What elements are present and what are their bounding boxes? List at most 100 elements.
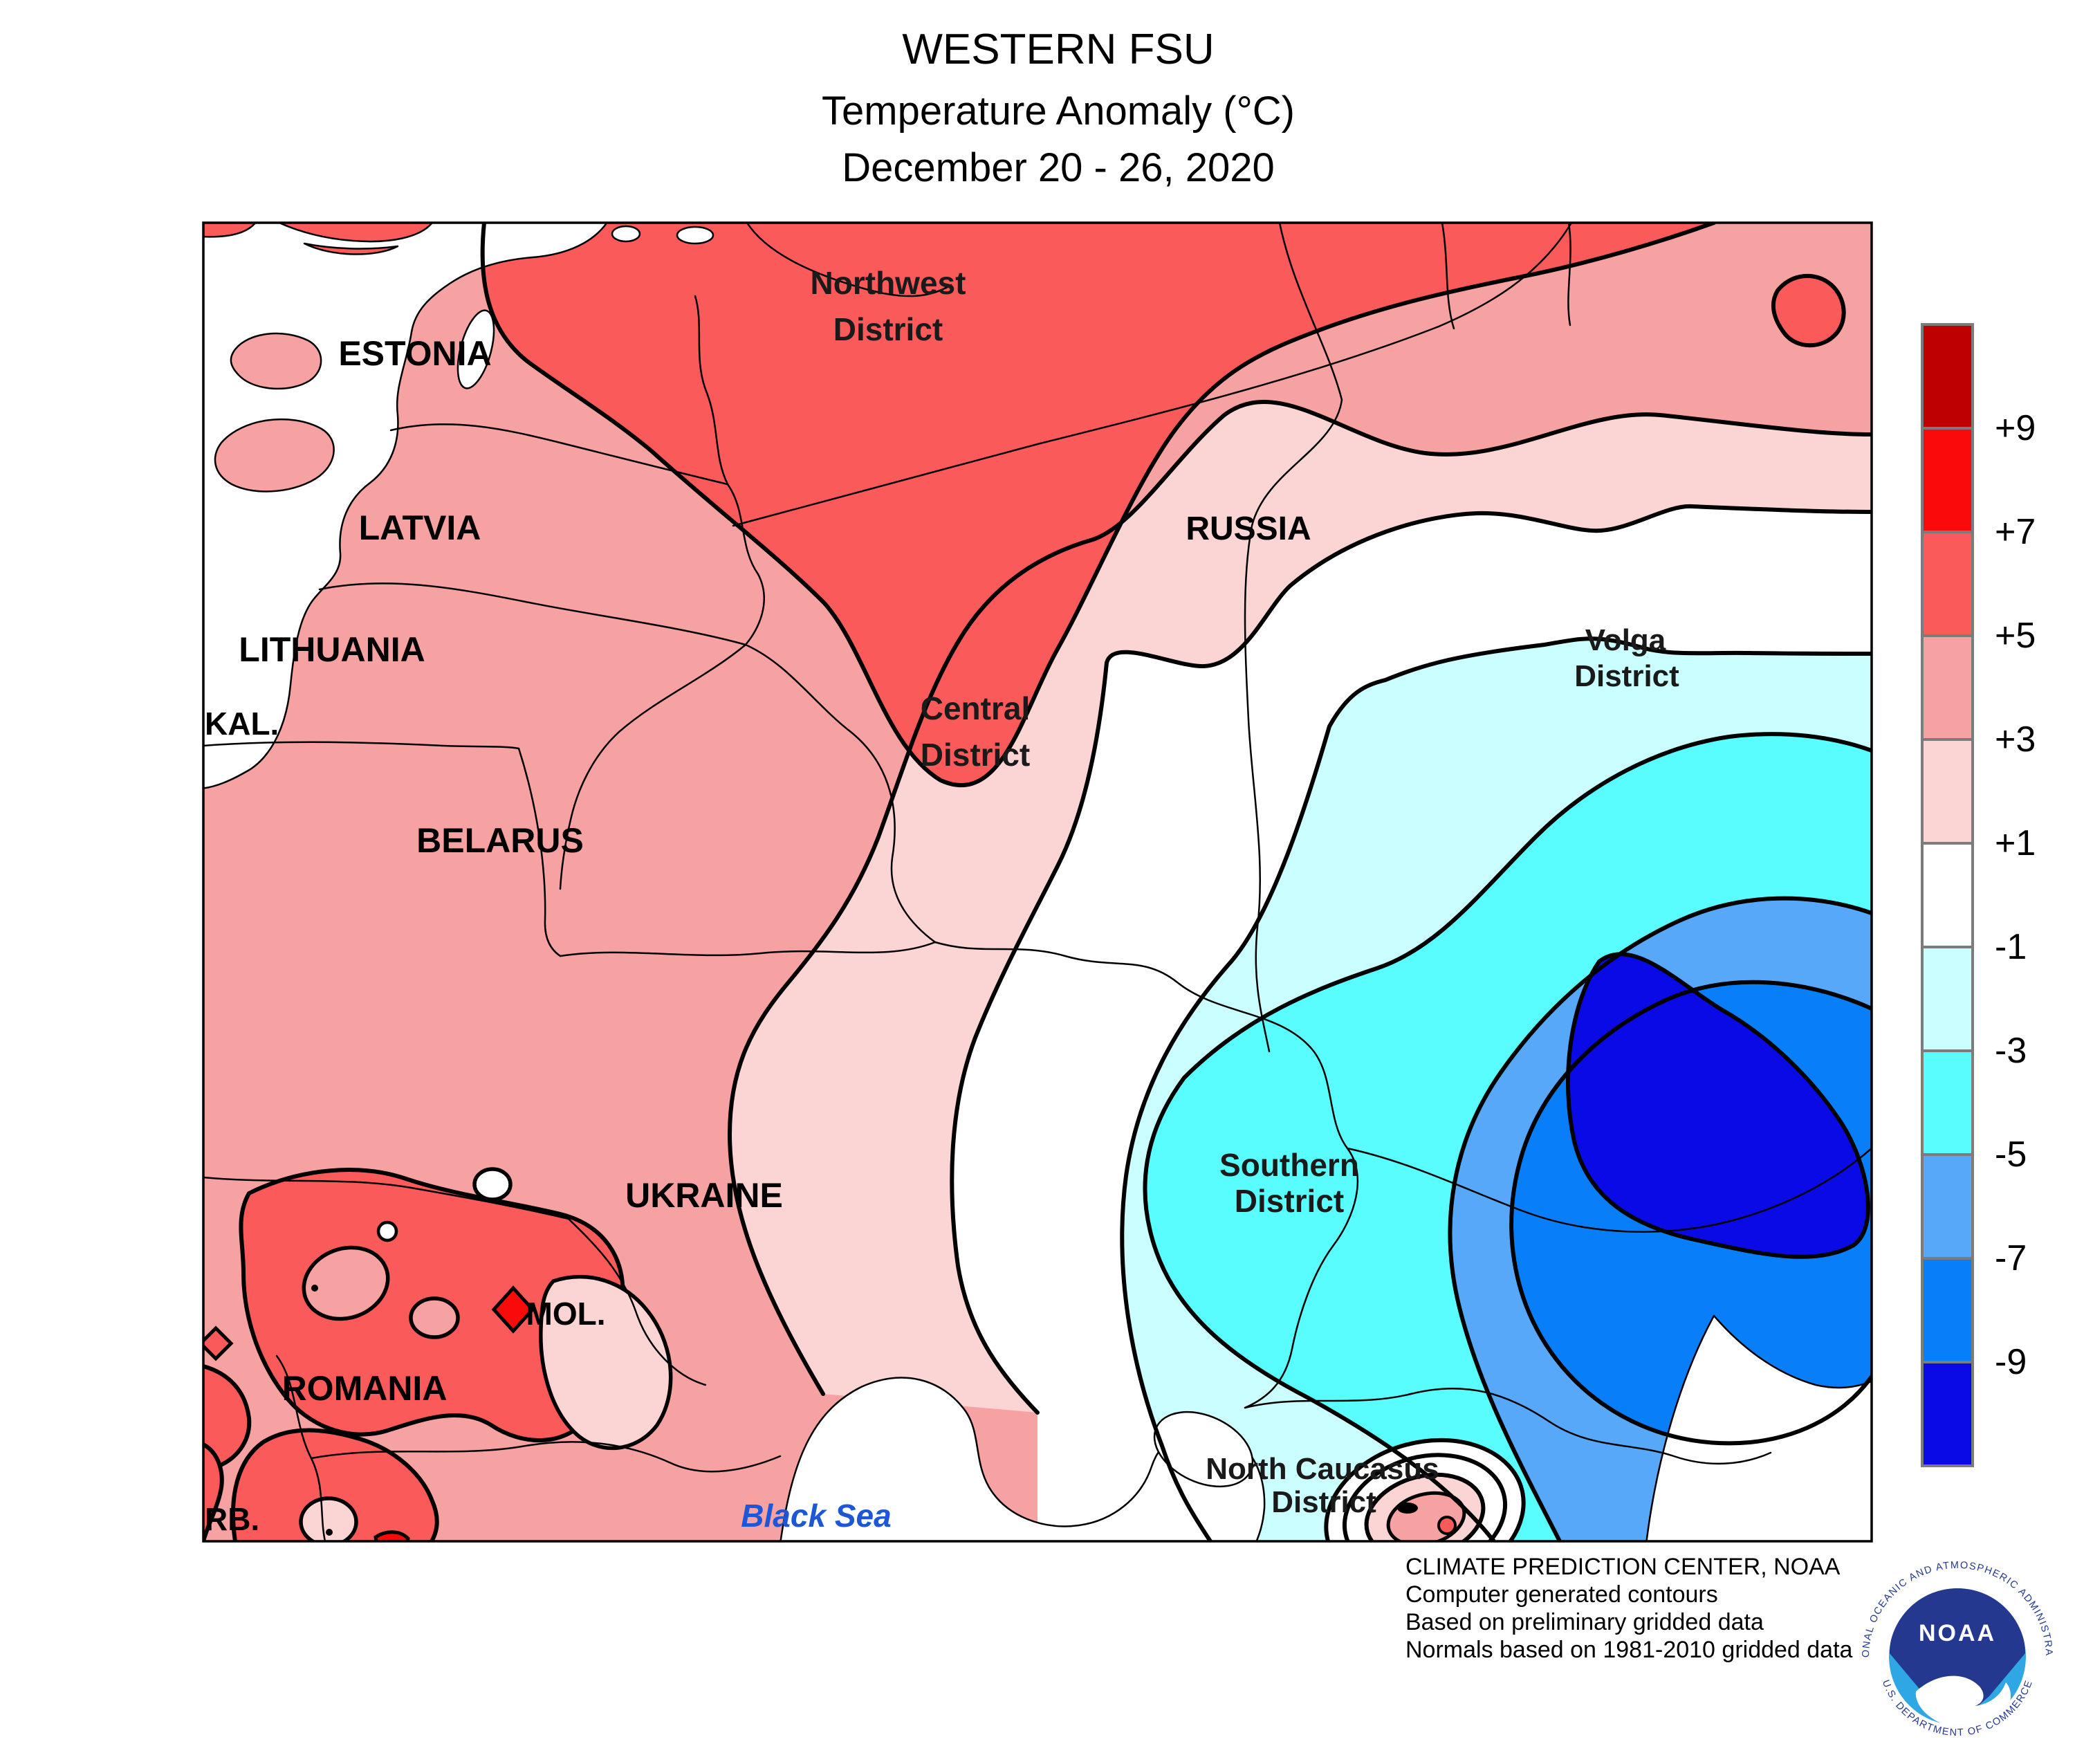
credit-line-2: Computer generated contours: [1405, 1581, 1718, 1608]
label-volga-district-1: Volga: [1585, 623, 1666, 657]
contour-plus1: [950, 504, 1872, 1415]
region-red-oval: [1771, 273, 1846, 348]
lake-onega: [676, 226, 714, 245]
legend-label-m5: -5: [1995, 1134, 2027, 1175]
label-serbia: RB.: [205, 1501, 259, 1537]
label-romania: ROMANIA: [282, 1369, 448, 1408]
border-kaliningrad-poland: [203, 741, 520, 750]
bullseye-red-dot: [1437, 1516, 1457, 1535]
dot-carpathians: [311, 1285, 318, 1292]
legend-cell-3: [1921, 634, 1974, 741]
legend-cell-8: [1921, 1153, 1974, 1260]
credits-block: CLIMATE PREDICTION CENTER, NOAA Computer…: [1405, 1554, 1853, 1663]
legend-label-m3: -3: [1995, 1031, 2027, 1071]
label-estonia: ESTONIA: [338, 334, 491, 373]
enclave-white-tiny: [376, 1220, 398, 1242]
noaa-logo-acronym: NOAA: [1919, 1620, 1996, 1646]
legend-label-p5: +5: [1995, 616, 2036, 656]
contour-minus9: [1566, 952, 1870, 1259]
map-frame: [202, 221, 1873, 1543]
legend-label-m1: -1: [1995, 927, 2027, 967]
contour-lines: [480, 223, 1872, 1541]
label-moldova: MOL.: [526, 1296, 606, 1332]
legend-label-p9: +9: [1995, 408, 2036, 448]
label-latvia: LATVIA: [359, 508, 481, 547]
enclave-pink-small: [409, 1296, 460, 1339]
lake-ladoga: [611, 225, 641, 243]
island-hiiumaa: [230, 332, 322, 390]
noaa-logo-emblem: [1889, 1588, 2026, 1725]
island-saaremaa: [214, 418, 335, 493]
contour-minus3: [1143, 732, 1872, 1541]
legend-label-p7: +7: [1995, 512, 2036, 552]
legend-cell-10: [1921, 1361, 1974, 1467]
border-district-volga-southern: [1346, 1147, 1872, 1233]
border-belarus-russia: [744, 643, 937, 944]
border-latvia-russia: [726, 483, 765, 646]
title-line-1: WESTERN FSU: [902, 26, 1214, 73]
legend-cell-5: [1921, 842, 1974, 948]
label-southern-district-1: Southern: [1219, 1147, 1359, 1183]
legend-cell-1: [1921, 427, 1974, 533]
contour-plus5: [480, 223, 1716, 787]
finland-red-sliver-1: [203, 223, 257, 238]
enclave-pink-bulgaria: [299, 1496, 358, 1541]
legend-cell-0: [1921, 323, 1974, 430]
band-deep-blue: [1568, 954, 1868, 1257]
label-southern-district-2: District: [1235, 1183, 1344, 1219]
legend-cell-6: [1921, 946, 1974, 1052]
label-central-district-2: District: [921, 737, 1030, 773]
label-northwest-district-1: Northwest: [811, 265, 966, 301]
region-red-bulgaria: [231, 1428, 439, 1541]
bullseye-black-mark: [1397, 1503, 1418, 1514]
label-northwest-district-2: District: [833, 311, 943, 347]
spot-bright-red-bulgaria: [374, 1530, 410, 1541]
spot-bright-red-romania: [491, 1285, 535, 1334]
label-volga-district-2: District: [1574, 659, 1679, 693]
map-canvas: ESTONIA LATVIA LITHUANIA KAL. BELARUS RU…: [203, 223, 1872, 1541]
label-kaliningrad: KAL.: [205, 706, 279, 742]
legend-label-m7: -7: [1995, 1238, 2027, 1278]
border-district-stub-2: [1567, 223, 1571, 327]
label-north-caucasus-district-2: District: [1271, 1485, 1376, 1519]
border-finland-russia: [746, 223, 952, 297]
border-romania-bulgaria: [310, 1441, 782, 1473]
border-romania-ukraine: [203, 1176, 570, 1220]
legend-cell-4: [1921, 738, 1974, 845]
label-lithuania: LITHUANIA: [239, 630, 425, 669]
label-central-district-1: Central: [921, 690, 1030, 726]
border-lithuania-belarus: [559, 643, 747, 890]
finland-red-sliver-3: [303, 242, 399, 255]
credit-line-4: Normals based on 1981-2010 gridded data: [1405, 1637, 1853, 1663]
finland-red-sliver-2: [277, 223, 434, 243]
border-district-north-caucasus: [1244, 1387, 1772, 1465]
border-latvia-lithuania: [318, 582, 747, 646]
contour-minus5: [1448, 896, 1872, 1541]
legend-cell-7: [1921, 1049, 1974, 1156]
border-ukraine-russia: [934, 941, 1358, 1409]
noaa-logo-seagull-icon: [1915, 1675, 2011, 1725]
credit-line-1: CLIMATE PREDICTION CENTER, NOAA: [1405, 1554, 1841, 1580]
enclave-white-small: [472, 1167, 513, 1202]
label-black-sea: Black Sea: [741, 1498, 891, 1534]
region-red-northwest: [482, 223, 1714, 786]
legend-cell-2: [1921, 531, 1974, 637]
contour-minus1: [1120, 636, 1872, 1541]
label-russia: RUSSIA: [1186, 511, 1311, 547]
label-ukraine: UKRAINE: [625, 1176, 783, 1215]
credit-line-3: Based on preliminary gridded data: [1405, 1609, 1764, 1635]
title-line-3: December 20 - 26, 2020: [842, 145, 1274, 190]
title-line-2: Temperature Anomaly (°C): [822, 89, 1295, 134]
border-district-stub-1: [1441, 223, 1455, 330]
enclave-pink-carpathians: [302, 1245, 390, 1321]
lake-peipus: [456, 309, 495, 389]
title-block: WESTERN FSU Temperature Anomaly (°C) Dec…: [822, 26, 1295, 190]
legend-cell-9: [1921, 1257, 1974, 1363]
sea-caspian: [1645, 1314, 1872, 1541]
caucasus-bullseye: [1324, 1437, 1526, 1541]
border-belarus-ukraine: [559, 941, 937, 957]
border-ukraine-moldova: [567, 1218, 707, 1386]
dot-bulgaria: [326, 1529, 333, 1536]
